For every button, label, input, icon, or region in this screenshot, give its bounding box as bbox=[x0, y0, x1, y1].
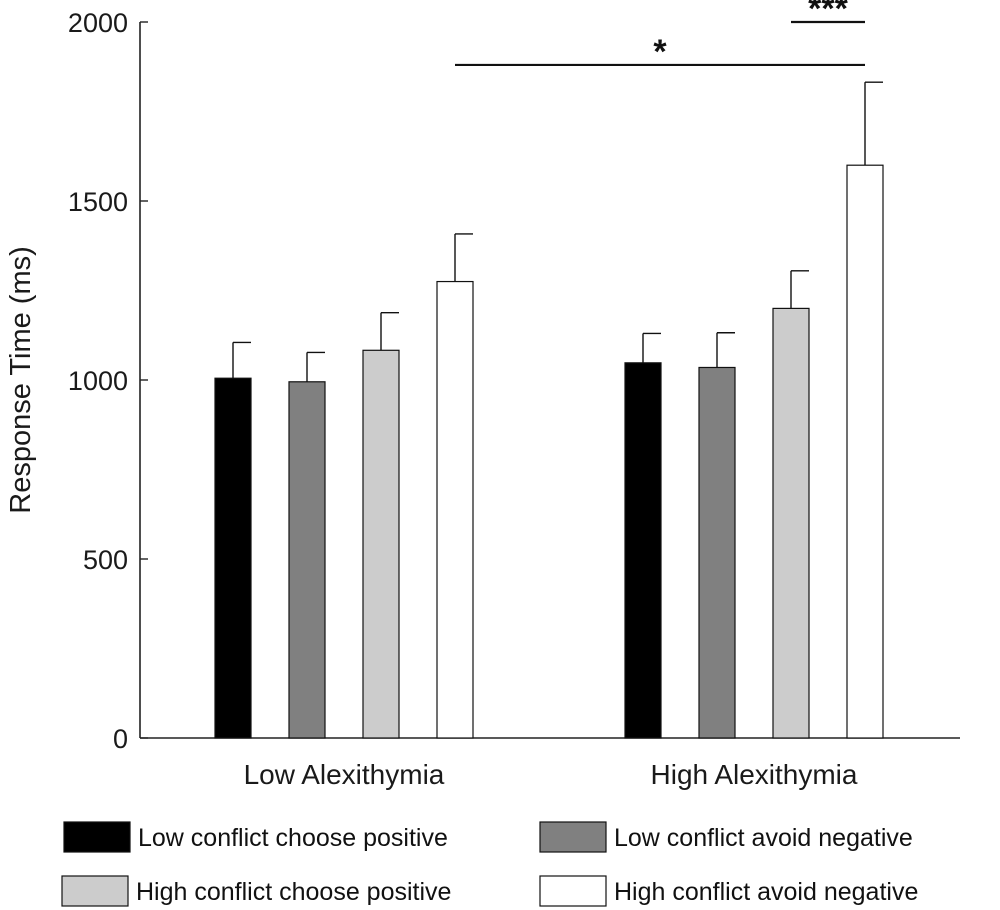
y-tick-label: 1000 bbox=[68, 366, 128, 396]
significance-label: * bbox=[653, 33, 667, 71]
bar bbox=[288, 381, 326, 739]
y-tick-label: 1500 bbox=[68, 187, 128, 217]
bar bbox=[772, 307, 810, 739]
legend-label: High conflict choose positive bbox=[136, 878, 451, 906]
x-category-label: High Alexithymia bbox=[651, 759, 858, 790]
bar bbox=[698, 366, 736, 739]
legend-label: Low conflict choose positive bbox=[138, 824, 448, 852]
x-category-label: Low Alexithymia bbox=[244, 759, 445, 790]
bar bbox=[214, 377, 252, 739]
legend-swatch bbox=[61, 875, 129, 907]
legend-swatch bbox=[539, 821, 607, 853]
bars bbox=[214, 81, 884, 739]
legend-swatch bbox=[63, 821, 131, 853]
bar bbox=[624, 362, 662, 739]
y-axis-title: Response Time (ms) bbox=[5, 246, 37, 514]
significance-label: *** bbox=[808, 0, 848, 28]
legend-swatch bbox=[539, 875, 607, 907]
axes: 0 500 1000 1500 2000 Low Alexithymia High Alex… bbox=[68, 8, 960, 790]
legend-label: Low conflict avoid negative bbox=[614, 824, 913, 852]
y-tick-label: 500 bbox=[83, 545, 128, 575]
bar bbox=[436, 280, 474, 739]
significance-annotations: **** bbox=[455, 0, 865, 71]
y-tick-label: 0 bbox=[113, 724, 128, 754]
bar bbox=[846, 164, 884, 739]
legend-label: High conflict avoid negative bbox=[614, 878, 918, 906]
bar bbox=[362, 349, 400, 739]
y-tick-label: 2000 bbox=[68, 8, 128, 38]
legend: Low conflict choose positive Low conflict… bbox=[61, 821, 918, 907]
